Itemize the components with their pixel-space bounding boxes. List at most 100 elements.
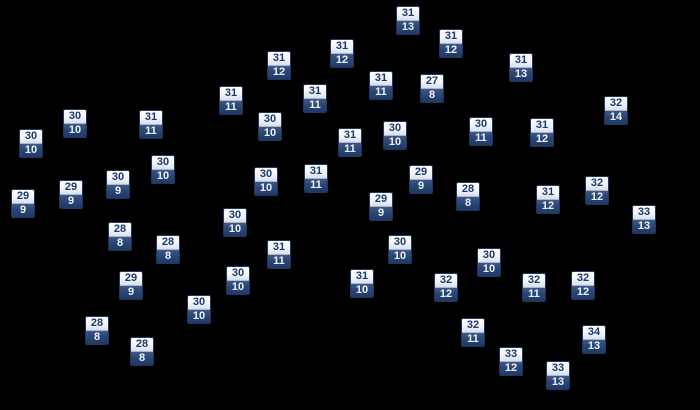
- low-temp-label: 12: [268, 66, 290, 79]
- low-temp-label: 10: [478, 263, 500, 276]
- low-temp-label: 11: [304, 99, 326, 112]
- temp-badge[interactable]: 29 9: [11, 189, 35, 218]
- low-temp-label: 13: [510, 68, 532, 81]
- temp-badge[interactable]: 29 9: [409, 165, 433, 194]
- low-temp-label: 11: [140, 125, 162, 138]
- low-temp-label: 11: [462, 333, 484, 346]
- high-temp-label: 31: [268, 52, 290, 66]
- high-temp-label: 31: [531, 119, 553, 133]
- low-temp-label: 9: [60, 195, 82, 208]
- low-temp-label: 11: [268, 255, 290, 268]
- high-temp-label: 30: [64, 110, 86, 124]
- high-temp-label: 30: [389, 236, 411, 250]
- temp-badge[interactable]: 31 11: [139, 110, 163, 139]
- temp-badge[interactable]: 29 9: [119, 271, 143, 300]
- temp-badge[interactable]: 32 11: [522, 273, 546, 302]
- low-temp-label: 12: [331, 54, 353, 67]
- temp-badge[interactable]: 28 8: [456, 182, 480, 211]
- low-temp-label: 12: [500, 362, 522, 375]
- low-temp-label: 8: [131, 352, 153, 365]
- high-temp-label: 31: [397, 7, 419, 21]
- low-temp-label: 9: [12, 204, 34, 217]
- low-temp-label: 10: [351, 284, 373, 297]
- temp-badge[interactable]: 32 12: [571, 271, 595, 300]
- temp-badge[interactable]: 30 10: [226, 266, 250, 295]
- temp-badge[interactable]: 31 12: [530, 118, 554, 147]
- temp-badge[interactable]: 33 13: [632, 205, 656, 234]
- temp-badge[interactable]: 29 9: [369, 192, 393, 221]
- high-temp-label: 31: [331, 40, 353, 54]
- temp-badge[interactable]: 31 11: [369, 71, 393, 100]
- temp-badge[interactable]: 31 13: [509, 53, 533, 82]
- temp-badge[interactable]: 30 10: [254, 167, 278, 196]
- temp-badge[interactable]: 33 12: [499, 347, 523, 376]
- temp-badge[interactable]: 32 12: [585, 176, 609, 205]
- temp-badge[interactable]: 31 12: [267, 51, 291, 80]
- temp-badge[interactable]: 34 13: [582, 325, 606, 354]
- high-temp-label: 30: [107, 171, 129, 185]
- low-temp-label: 13: [633, 220, 655, 233]
- low-temp-label: 10: [384, 136, 406, 149]
- temp-badge[interactable]: 31 12: [536, 185, 560, 214]
- temp-badge[interactable]: 31 13: [396, 6, 420, 35]
- low-temp-label: 11: [305, 179, 327, 192]
- temp-badge[interactable]: 31 11: [267, 240, 291, 269]
- high-temp-label: 31: [510, 54, 532, 68]
- low-temp-label: 11: [370, 86, 392, 99]
- high-temp-label: 30: [384, 122, 406, 136]
- temp-badge[interactable]: 30 10: [19, 129, 43, 158]
- temp-badge[interactable]: 31 11: [304, 164, 328, 193]
- low-temp-label: 14: [605, 111, 627, 124]
- low-temp-label: 8: [109, 237, 131, 250]
- low-temp-label: 12: [531, 133, 553, 146]
- temp-badge[interactable]: 28 8: [85, 316, 109, 345]
- temp-badge[interactable]: 32 14: [604, 96, 628, 125]
- high-temp-label: 30: [470, 118, 492, 132]
- temp-badge[interactable]: 30 10: [388, 235, 412, 264]
- high-temp-label: 28: [157, 236, 179, 250]
- temp-badge[interactable]: 30 10: [223, 208, 247, 237]
- high-temp-label: 30: [227, 267, 249, 281]
- low-temp-label: 10: [20, 144, 42, 157]
- low-temp-label: 10: [152, 170, 174, 183]
- temp-badge[interactable]: 31 12: [439, 29, 463, 58]
- temp-badge[interactable]: 30 10: [151, 155, 175, 184]
- temp-badge[interactable]: 31 12: [330, 39, 354, 68]
- temp-badge[interactable]: 30 10: [383, 121, 407, 150]
- high-temp-label: 27: [421, 75, 443, 89]
- high-temp-label: 31: [351, 270, 373, 284]
- temp-badge[interactable]: 32 11: [461, 318, 485, 347]
- temp-badge[interactable]: 31 11: [219, 86, 243, 115]
- temp-badge[interactable]: 30 9: [106, 170, 130, 199]
- temp-badge[interactable]: 27 8: [420, 74, 444, 103]
- high-temp-label: 31: [304, 85, 326, 99]
- low-temp-label: 10: [224, 223, 246, 236]
- temp-badge[interactable]: 28 8: [108, 222, 132, 251]
- high-temp-label: 31: [339, 129, 361, 143]
- low-temp-label: 10: [255, 182, 277, 195]
- high-temp-label: 28: [86, 317, 108, 331]
- temp-badge[interactable]: 31 10: [350, 269, 374, 298]
- temp-badge[interactable]: 30 10: [258, 112, 282, 141]
- temp-badge[interactable]: 31 11: [338, 128, 362, 157]
- temp-badge[interactable]: 31 11: [303, 84, 327, 113]
- low-temp-label: 9: [107, 185, 129, 198]
- temp-badge[interactable]: 28 8: [156, 235, 180, 264]
- temp-badge[interactable]: 30 10: [187, 295, 211, 324]
- high-temp-label: 32: [586, 177, 608, 191]
- high-temp-label: 33: [633, 206, 655, 220]
- high-temp-label: 30: [20, 130, 42, 144]
- low-temp-label: 12: [572, 286, 594, 299]
- temp-badge[interactable]: 33 13: [546, 361, 570, 390]
- temp-badge[interactable]: 30 11: [469, 117, 493, 146]
- temp-badge[interactable]: 28 8: [130, 337, 154, 366]
- temp-badge[interactable]: 32 12: [434, 273, 458, 302]
- temp-badge[interactable]: 30 10: [477, 248, 501, 277]
- high-temp-label: 32: [523, 274, 545, 288]
- low-temp-label: 10: [259, 127, 281, 140]
- low-temp-label: 11: [523, 288, 545, 301]
- high-temp-label: 29: [60, 181, 82, 195]
- temp-badge[interactable]: 30 10: [63, 109, 87, 138]
- temp-badge[interactable]: 29 9: [59, 180, 83, 209]
